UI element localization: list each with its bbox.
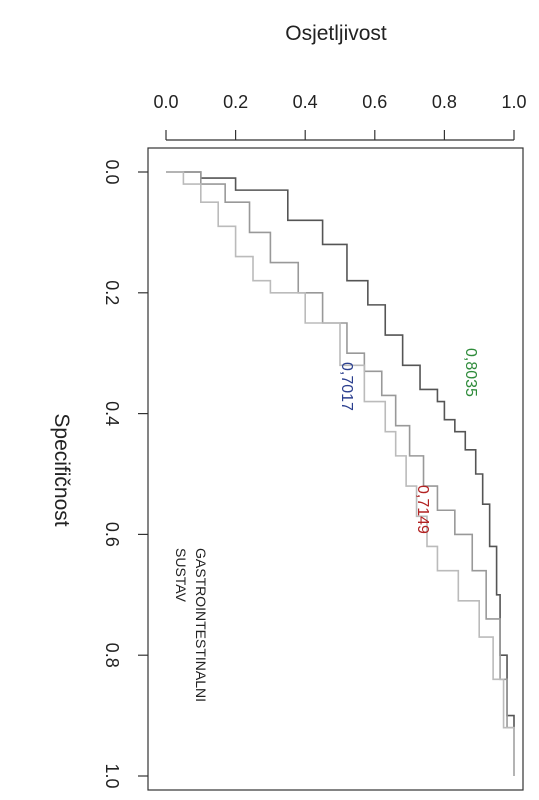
roc-series-line-1 [166, 171, 515, 776]
x-tick-label: 0.0 [153, 92, 178, 112]
x-tick-label: 0.2 [223, 92, 248, 112]
auc-annotation-3: 0,7017 [338, 362, 355, 411]
y-tick-label: 0.8 [102, 643, 122, 668]
x-tick-label: 0.6 [362, 92, 387, 112]
y-tick-label: 0.2 [102, 280, 122, 305]
roc-series-line-2 [166, 171, 515, 776]
x-tick-label: 0.8 [432, 92, 457, 112]
panel-label-line-2: SUSTAV [173, 548, 189, 603]
x-tick-label: 0.4 [293, 92, 318, 112]
x-axis-ticks: 0.0 0.2 0.4 0.6 0.8 1.0 [153, 92, 527, 141]
y-tick-label: 0.6 [102, 522, 122, 547]
y-axis-ticks: 0.0 0.2 0.4 0.6 0.8 1.0 [102, 159, 148, 789]
auc-annotation-2: 0,7149 [414, 485, 431, 534]
y-axis-title: Specifičnost [50, 413, 73, 526]
auc-annotation-1: 0,8035 [462, 348, 479, 397]
plot-frame [147, 147, 524, 791]
roc-series-line-3 [166, 171, 515, 776]
x-axis-title: Osjetljivost [285, 22, 387, 45]
y-tick-label: 0.4 [102, 401, 122, 426]
y-tick-label: 0.0 [102, 159, 122, 184]
y-tick-label: 1.0 [102, 763, 122, 788]
annotation-group: 0,8035 0,7149 0,7017 [338, 348, 479, 534]
panel-label-line-1: GASTROINTESTINALNI [193, 548, 209, 702]
x-tick-label: 1.0 [501, 92, 526, 112]
series-group [166, 171, 515, 776]
